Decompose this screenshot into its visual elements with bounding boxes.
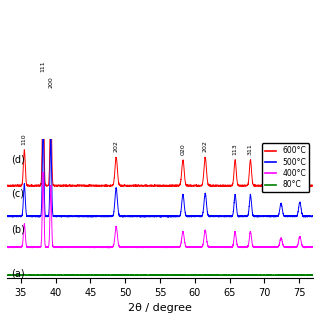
- Legend: 600°C, 500°C, 400°C, 80°C: 600°C, 500°C, 400°C, 80°C: [262, 143, 309, 192]
- Text: (b): (b): [11, 224, 25, 234]
- Text: 110: 110: [22, 133, 27, 145]
- X-axis label: 2θ / degree: 2θ / degree: [128, 303, 192, 313]
- Text: 202: 202: [203, 140, 208, 152]
- Text: (a): (a): [11, 269, 25, 279]
- Text: 111: 111: [41, 60, 46, 72]
- Text: 311: 311: [248, 143, 253, 155]
- Text: 200: 200: [48, 76, 53, 88]
- Text: 220: 220: [278, 151, 284, 163]
- Text: (d): (d): [11, 155, 25, 165]
- Text: 400: 400: [297, 149, 302, 161]
- Text: (c): (c): [11, 188, 24, 198]
- Text: 202: 202: [114, 140, 119, 152]
- Text: 113: 113: [233, 143, 238, 155]
- Text: 020: 020: [180, 143, 186, 155]
